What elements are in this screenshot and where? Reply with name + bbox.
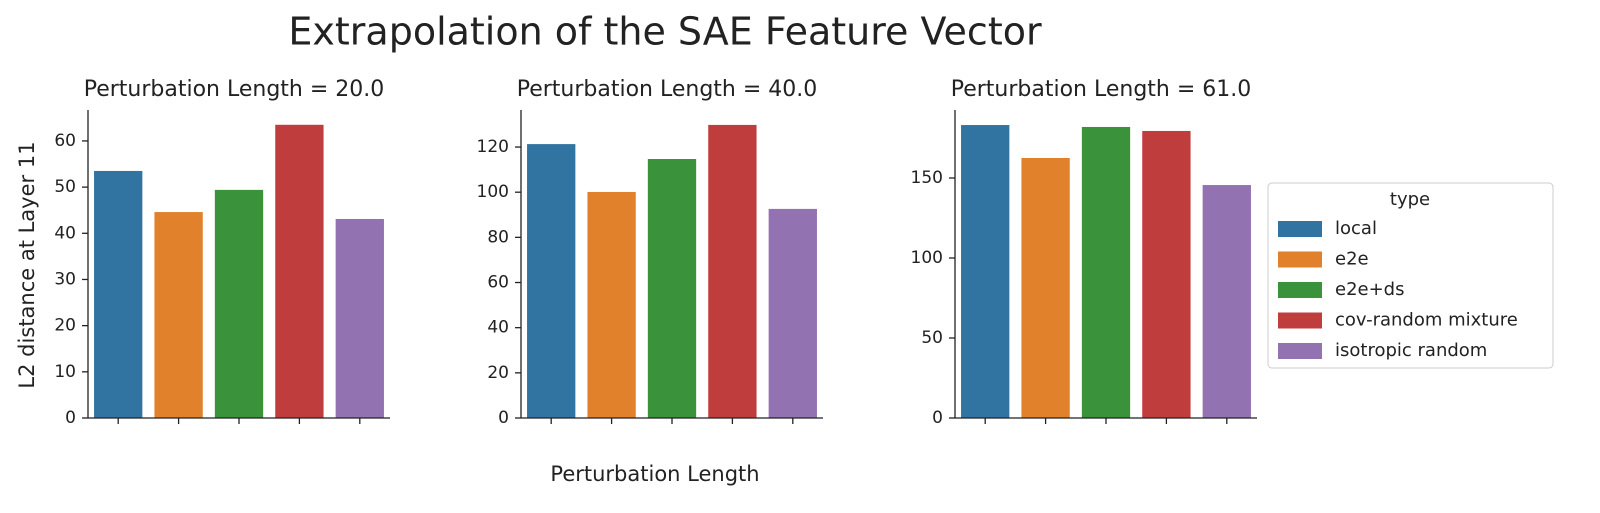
subplot-title: Perturbation Length = 40.0	[517, 77, 818, 102]
legend-swatch	[1278, 343, 1322, 359]
bar	[1142, 130, 1191, 418]
bar	[154, 212, 203, 418]
y-tick-label: 80	[487, 227, 509, 247]
subplot-title: Perturbation Length = 20.0	[84, 77, 385, 102]
y-tick-label: 60	[54, 131, 76, 151]
bar	[1021, 158, 1070, 418]
bar	[587, 191, 636, 418]
bar	[1202, 185, 1251, 418]
legend-title: type	[1390, 189, 1430, 210]
y-tick-label: 20	[54, 316, 76, 336]
y-tick-label: 0	[932, 408, 943, 428]
subplot-title: Perturbation Length = 61.0	[951, 77, 1252, 102]
y-tick-label: 0	[65, 408, 76, 428]
x-axis-label: Perturbation Length	[550, 462, 759, 486]
y-tick-label: 0	[498, 408, 509, 428]
legend-swatch	[1278, 312, 1322, 329]
legend-swatch	[1278, 221, 1322, 237]
y-tick-label: 20	[487, 363, 509, 383]
y-tick-label: 10	[54, 362, 76, 382]
y-tick-label: 100	[477, 182, 509, 202]
y-tick-label: 30	[54, 269, 76, 289]
legend-label: cov-random mixture	[1335, 310, 1518, 331]
legend-label: isotropic random	[1335, 340, 1487, 361]
y-tick-label: 100	[911, 248, 943, 268]
y-tick-label: 40	[487, 318, 509, 338]
legend-label: local	[1335, 218, 1377, 239]
legend-label: e2e+ds	[1335, 279, 1405, 300]
bar	[961, 125, 1010, 418]
legend-box	[1267, 182, 1554, 369]
bar	[708, 124, 757, 418]
legend-swatch	[1278, 282, 1322, 298]
bar	[94, 170, 143, 418]
legend-swatch	[1278, 251, 1322, 268]
bar	[1081, 126, 1131, 419]
bar	[768, 208, 817, 418]
bar	[647, 159, 697, 418]
figure-title: Extrapolation of the SAE Feature Vector	[288, 10, 1042, 54]
bar	[214, 189, 264, 418]
y-axis-label: L2 distance at Layer 11	[15, 141, 39, 388]
y-tick-label: 50	[54, 177, 76, 197]
legend-label: e2e	[1335, 249, 1369, 270]
bar	[335, 218, 384, 418]
y-tick-label: 50	[921, 328, 943, 348]
y-tick-label: 150	[911, 168, 943, 188]
bar	[275, 124, 324, 418]
y-tick-label: 40	[54, 223, 76, 243]
bar	[527, 144, 576, 418]
y-tick-label: 120	[477, 137, 509, 157]
y-tick-label: 60	[487, 273, 509, 293]
